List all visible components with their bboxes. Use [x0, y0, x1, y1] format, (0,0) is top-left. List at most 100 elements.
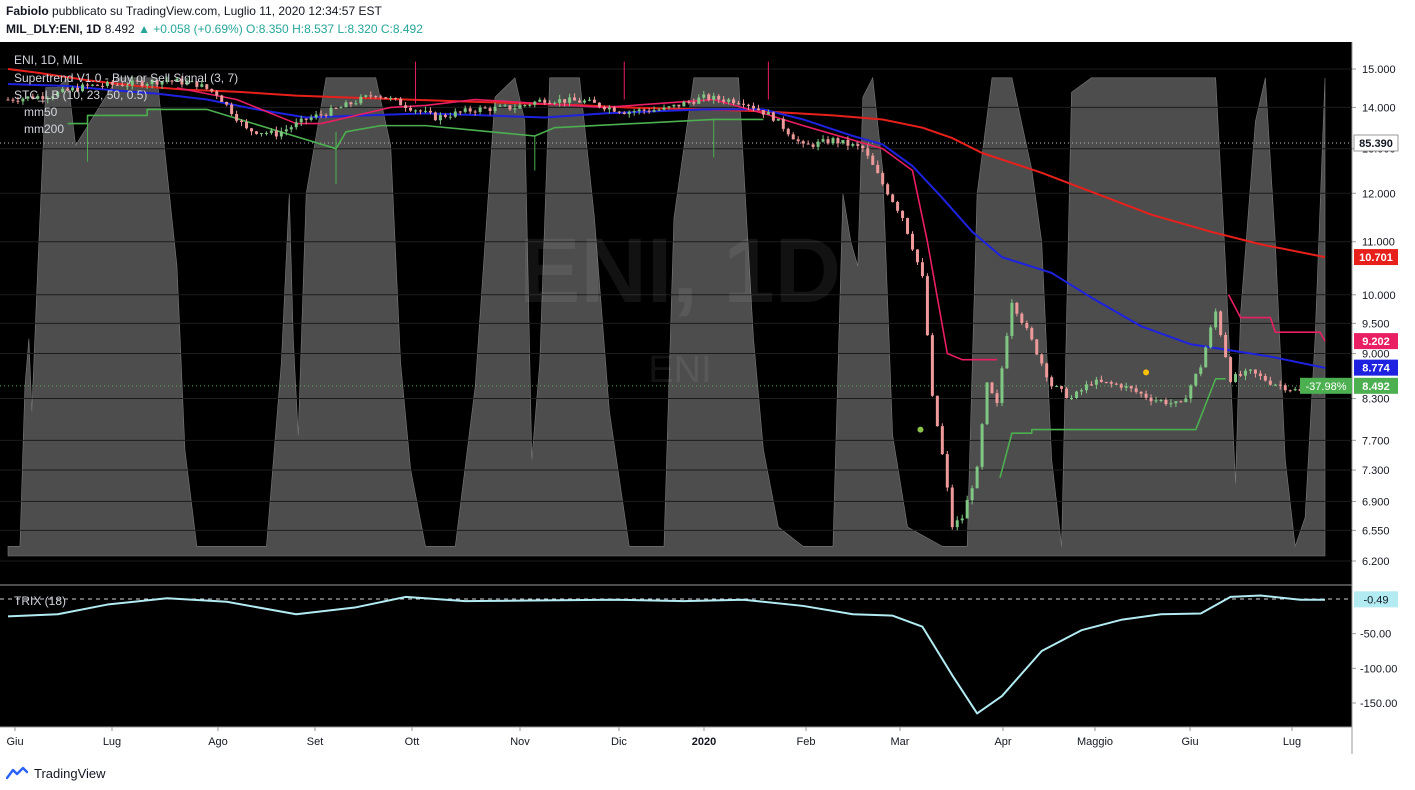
price-label-mm200: 10.701	[1359, 252, 1393, 264]
price-tick-label-5: 10.000	[1362, 290, 1396, 302]
candle-body-207	[1035, 339, 1039, 355]
time-tick-label-11: Maggio	[1077, 736, 1113, 748]
candle-body-210	[1050, 377, 1054, 387]
footer: TradingView	[6, 762, 106, 784]
candle-body-175	[876, 164, 880, 174]
candle-body-236	[1179, 401, 1183, 403]
price-tick-label-12: 6.550	[1362, 525, 1390, 537]
ohlc-low: L:8.320	[337, 22, 378, 36]
candle-body-230	[1149, 397, 1153, 402]
stc-area	[7, 76, 1326, 557]
candle-body-42	[215, 91, 219, 96]
price-label-bg-mm50	[1354, 359, 1398, 376]
candle-body-109	[548, 102, 552, 104]
price-label-extra-last: -37.98%	[1306, 381, 1347, 393]
legend-mm50[interactable]: mm50	[24, 105, 58, 119]
candle-body-100	[503, 105, 507, 107]
candle-body-35	[180, 78, 184, 85]
candle-body-51	[259, 133, 263, 135]
candle-body-198	[990, 382, 994, 394]
candle-body-25	[130, 80, 134, 86]
candle-body-116	[582, 100, 586, 103]
candle-body-164	[821, 139, 825, 142]
legend-title[interactable]: ENI, 1D, MIL	[14, 53, 83, 67]
candle-body-258	[1288, 390, 1292, 392]
legend-trix[interactable]: TRIX (18)	[14, 594, 66, 608]
legend-supertrend[interactable]: Supertrend V1.0 - Buy or Sell Signal (3,…	[14, 71, 238, 85]
tradingview-logo-icon	[6, 766, 28, 780]
candle-body-56	[284, 129, 288, 132]
time-axis-background	[0, 727, 1352, 754]
candle-body-197	[985, 382, 989, 425]
candle-body-131	[657, 109, 661, 111]
candle-body-192	[960, 518, 964, 521]
candle-body-221	[1104, 381, 1108, 383]
legend-stc[interactable]: STC_LB (10, 23, 50, 0.5)	[14, 88, 147, 102]
candle-body-159	[796, 139, 800, 142]
price-tick-label-10: 7.300	[1362, 465, 1390, 477]
candle-body-150	[751, 105, 755, 109]
candle-body-75	[379, 96, 383, 98]
candle-body-204	[1020, 313, 1024, 323]
candle-body-244	[1219, 311, 1223, 335]
candle-body-153	[766, 112, 770, 115]
quote-line: MIL_DLY:ENI, 1D 8.492 ▲ +0.058 (+0.69%) …	[6, 22, 423, 36]
candle-body-167	[836, 138, 840, 144]
candle-body-17	[90, 84, 94, 86]
candle-body-105	[528, 104, 532, 106]
candle-body-10	[56, 92, 60, 97]
candle-body-185	[925, 276, 929, 336]
candle-body-216	[1079, 390, 1083, 392]
candle-body-54	[274, 130, 278, 137]
legend-mm200[interactable]: mm200	[24, 122, 64, 136]
footer-brand: TradingView	[34, 765, 106, 781]
candle-body-194	[970, 488, 974, 501]
candle-body-141	[707, 94, 711, 100]
candle-body-160	[801, 141, 805, 144]
candle-body-211	[1055, 386, 1059, 388]
chart-area[interactable]: ENI, 1D ENI 15.00014.00013.00012.00011.0…	[0, 42, 1415, 754]
candle-body-53	[269, 130, 273, 133]
chart-svg[interactable]: ENI, 1D ENI 15.00014.00013.00012.00011.0…	[0, 42, 1415, 754]
candle-body-199	[995, 393, 999, 404]
candle-body-111	[558, 99, 562, 103]
price-tick-label-11: 6.900	[1362, 496, 1390, 508]
ohlc-open: O:8.350	[246, 22, 289, 36]
series-mm50	[7, 83, 1326, 369]
candle-body-147	[737, 103, 741, 105]
price-change: ▲ +0.058 (+0.69%)	[138, 22, 243, 36]
candle-body-98	[493, 106, 497, 112]
candle-body-219	[1094, 379, 1098, 385]
time-tick-label-6: Dic	[611, 736, 627, 748]
candle-body-38	[195, 81, 199, 87]
price-tick-label-3: 12.000	[1362, 188, 1396, 200]
candle-body-196	[980, 424, 984, 467]
candle-body-179	[896, 201, 900, 211]
candle-body-171	[856, 144, 860, 146]
candle-body-254	[1268, 380, 1272, 385]
axis-layer: 15.00014.00013.00012.00011.00010.0009.50…	[6, 64, 1399, 748]
candle-body-172	[861, 145, 865, 149]
candle-body-234	[1169, 403, 1173, 405]
symbol-label: MIL_DLY:ENI, 1D	[6, 22, 102, 36]
candle-body-214	[1070, 398, 1074, 400]
candle-body-50	[254, 131, 258, 134]
candle-body-202	[1010, 302, 1014, 336]
candle-body-43	[220, 95, 224, 102]
candle-body-174	[871, 155, 875, 165]
candle-body-0	[6, 99, 10, 101]
candle-body-72	[364, 95, 368, 97]
candle-body-149	[747, 104, 751, 106]
candle-body-84	[423, 110, 427, 112]
time-tick-label-7: 2020	[692, 736, 716, 748]
candle-body-61	[309, 117, 313, 120]
candle-body-106	[533, 101, 537, 105]
candle-body-215	[1075, 391, 1079, 399]
candle-body-151	[756, 108, 760, 111]
candle-body-238	[1189, 385, 1193, 399]
candle-body-178	[891, 194, 895, 202]
candle-body-184	[920, 262, 924, 277]
candle-body-60	[304, 118, 308, 120]
candle-body-115	[578, 100, 582, 103]
ohlc-high: H:8.537	[292, 22, 335, 36]
